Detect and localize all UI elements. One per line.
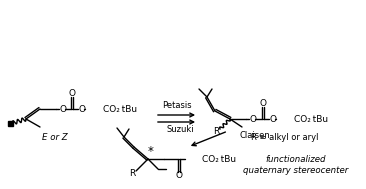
Text: O: O [78,105,86,114]
Text: R: R [129,169,135,177]
Text: Claisen: Claisen [240,130,271,139]
Text: E or Z: E or Z [42,132,68,142]
Text: Petasis: Petasis [162,101,191,111]
Text: R: R [213,126,219,136]
Text: CO₂ tBu: CO₂ tBu [294,115,328,123]
Text: O: O [269,115,276,123]
Text: O: O [259,99,266,108]
Text: O: O [175,171,182,180]
Text: Suzuki: Suzuki [167,125,194,135]
Text: *: * [148,145,154,157]
Text: CO₂ tBu: CO₂ tBu [103,105,137,114]
Text: O: O [60,105,67,114]
Text: O: O [68,90,75,98]
Text: CO₂ tBu: CO₂ tBu [202,154,236,163]
Polygon shape [7,121,12,125]
Text: R = alkyl or aryl: R = alkyl or aryl [251,132,319,142]
Text: functionalized
quaternary stereocenter: functionalized quaternary stereocenter [243,155,349,175]
Text: O: O [250,115,257,123]
